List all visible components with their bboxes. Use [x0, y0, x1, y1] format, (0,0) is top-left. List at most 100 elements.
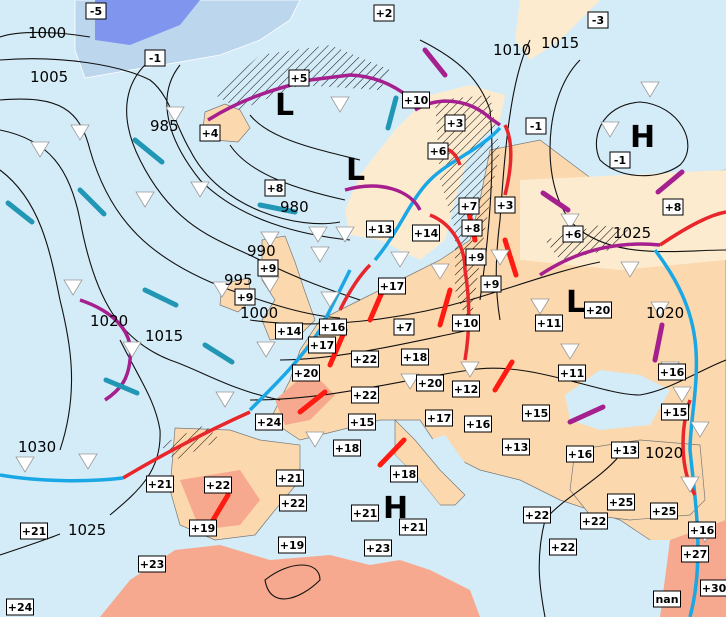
svg-text:+21: +21 [22, 525, 47, 538]
svg-text:+10: +10 [404, 94, 429, 107]
temperature-label: +13 [366, 220, 394, 238]
temperature-label: +22 [204, 476, 232, 494]
temperature-label: +17 [425, 409, 453, 427]
temperature-label: +10 [402, 91, 430, 109]
svg-text:+5: +5 [291, 72, 308, 85]
occluded-front-russia [539, 242, 661, 277]
showers-icon [190, 181, 210, 198]
isobar-label: 1020 [646, 304, 684, 322]
showers-icon [260, 276, 280, 293]
showers-icon [330, 96, 350, 113]
russia-plain [520, 170, 726, 270]
temperature-label: +13 [611, 441, 639, 459]
svg-text:+14: +14 [414, 227, 439, 240]
showers-icon [400, 373, 420, 390]
svg-text:+22: +22 [281, 497, 306, 510]
svg-text:+20: +20 [294, 367, 319, 380]
showers-icon [122, 341, 142, 358]
isobar-label: 1025 [613, 224, 651, 242]
temperature-label: +16 [464, 415, 492, 433]
isobar-label: 985 [150, 117, 179, 135]
svg-text:+14: +14 [277, 325, 302, 338]
temperature-label: +13 [502, 438, 530, 456]
warm-front-russia [659, 210, 726, 247]
temperature-label: +22 [523, 506, 551, 524]
temperature-label: +20 [584, 301, 612, 319]
temperature-label: +15 [348, 413, 376, 431]
temperature-label: +18 [390, 465, 418, 483]
svg-text:+23: +23 [366, 542, 391, 555]
temperature-label: +21 [399, 518, 427, 536]
temperature-label: +2 [373, 4, 395, 22]
temperature-label: +23 [138, 555, 166, 573]
temperature-label: +24 [255, 413, 283, 431]
svg-text:+25: +25 [609, 496, 634, 509]
temperature-label: -1 [609, 151, 631, 169]
svg-text:+3: +3 [447, 117, 464, 130]
isobar-label: 1000 [240, 304, 278, 322]
temperature-label: +18 [401, 348, 429, 366]
occluded-front-atlantic [79, 298, 133, 402]
isobar-label: 1015 [541, 34, 579, 52]
showers-icon [460, 361, 480, 378]
svg-text:+17: +17 [310, 339, 335, 352]
svg-text:+21: +21 [401, 521, 426, 534]
temperature-label: +27 [681, 545, 709, 563]
temperature-label: +16 [319, 318, 347, 336]
svg-text:+27: +27 [683, 548, 708, 561]
adriatic [430, 435, 470, 480]
svg-text:-5: -5 [90, 5, 102, 18]
temperature-label: +9 [257, 259, 279, 277]
temperature-label: +6 [427, 142, 449, 160]
temperature-label: +8 [662, 198, 684, 216]
svg-text:+9: +9 [483, 278, 500, 291]
showers-icon [30, 141, 50, 158]
temperature-label: +17 [378, 277, 406, 295]
temperature-label: +7 [393, 318, 415, 336]
svg-text:-1: -1 [149, 52, 161, 65]
cold-front-atlantic [0, 473, 124, 483]
warm-front-benelux [338, 263, 372, 311]
temperature-label: +20 [292, 364, 320, 382]
svg-text:+19: +19 [280, 539, 305, 552]
temperature-label: +3 [444, 114, 466, 132]
svg-text:+22: +22 [353, 389, 378, 402]
svg-text:+25: +25 [652, 505, 677, 518]
isobar-label: 990 [247, 242, 276, 260]
temperature-label: +4 [199, 124, 221, 142]
temperature-label: +3 [494, 196, 516, 214]
temperature-label: +25 [607, 493, 635, 511]
showers-icon [256, 341, 276, 358]
temperature-label: -3 [587, 11, 609, 29]
showers-icon [310, 246, 330, 263]
temperature-label: +23 [364, 539, 392, 557]
temperature-label: +11 [535, 314, 563, 332]
showers-icon [430, 263, 450, 280]
temperature-label: -5 [85, 2, 107, 20]
temperature-label: +7 [458, 197, 480, 215]
greenland-cold-core [95, 0, 200, 45]
svg-text:+10: +10 [454, 317, 479, 330]
temperature-label: +6 [562, 225, 584, 243]
temperature-label: +20 [416, 374, 444, 392]
svg-text:+22: +22 [551, 541, 576, 554]
fronts [0, 73, 726, 617]
temperature-label: +22 [351, 350, 379, 368]
high-pressure-center: H [630, 120, 655, 155]
svg-text:+16: +16 [660, 366, 685, 379]
temperature-label: nan [653, 590, 681, 608]
temperature-label: +19 [278, 536, 306, 554]
temperature-label: +15 [661, 403, 689, 421]
showers-icon [560, 213, 580, 230]
svg-text:-1: -1 [530, 120, 542, 133]
temperature-label: +16 [566, 445, 594, 463]
svg-text:+24: +24 [8, 601, 33, 614]
svg-text:+18: +18 [335, 442, 360, 455]
svg-text:+12: +12 [454, 383, 479, 396]
showers-icon [490, 249, 510, 266]
isobar-label: 1020 [645, 444, 683, 462]
warm-front-biscay [122, 410, 251, 480]
svg-text:+16: +16 [690, 524, 715, 537]
svg-text:+21: +21 [278, 472, 303, 485]
